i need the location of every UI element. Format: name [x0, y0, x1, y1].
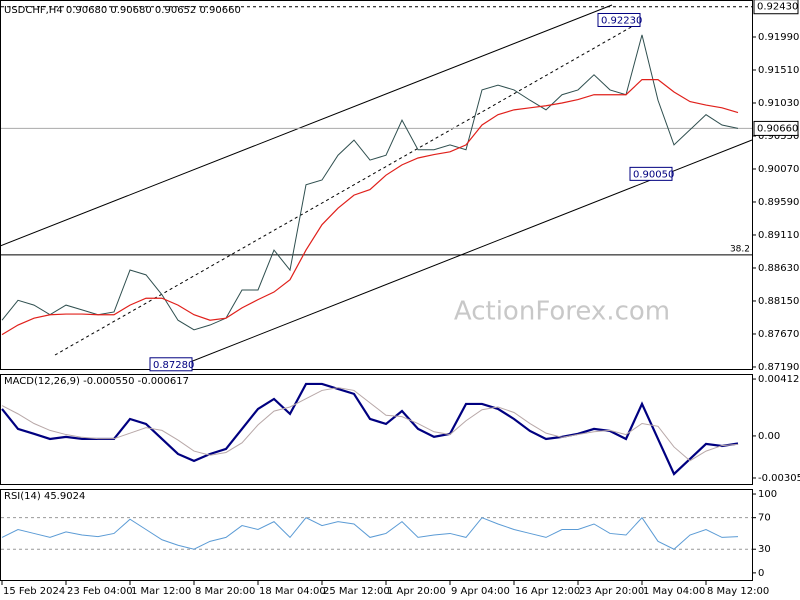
series-line: [1, 382, 739, 476]
y-tick-label: 0.87190: [758, 362, 799, 373]
series-line: [1, 79, 739, 336]
y-tick-label: 0.91030: [758, 98, 799, 109]
series-line: [1, 516, 739, 550]
y-tick-label: 0.89590: [758, 197, 799, 208]
x-tick-label: 15 Feb 2024: [3, 586, 65, 597]
y-tick-label: 0.004127: [758, 374, 800, 385]
y-tick-label: 0.91990: [758, 32, 799, 43]
watermark: ActionForex.com: [454, 297, 670, 327]
y-tick-label: 0.88630: [758, 263, 799, 274]
x-tick-label: 9 Apr 04:00: [451, 586, 510, 597]
channel-upper: [0, 4, 613, 247]
x-tick-label: 8 May 12:00: [707, 586, 769, 597]
price-box: [753, 0, 799, 15]
annotation-box: [629, 166, 673, 181]
channel-middle: [54, 21, 641, 356]
x-tick-label: 23 Apr 20:00: [579, 586, 644, 597]
y-tick-label: 0.91510: [758, 65, 799, 76]
annotation-box: [597, 12, 641, 27]
y-tick-label: 0.88150: [758, 296, 799, 307]
price-box: [753, 120, 799, 136]
x-tick-label: 1 Apr 20:00: [387, 586, 446, 597]
macd-panel: [0, 374, 753, 485]
series-line: [1, 34, 739, 331]
chart-title: USDCHF,H4 0.90680 0.90680 0.90652 0.9066…: [4, 5, 241, 16]
y-tick-label: 0.90550: [758, 131, 799, 142]
y-tick-label: 0: [758, 568, 764, 579]
price-label: 0.92430: [757, 2, 798, 13]
macd-title: MACD(12,26,9) -0.000550 -0.000617: [4, 376, 189, 387]
y-tick-label: 30: [758, 544, 771, 555]
x-tick-label: 8 Mar 20:00: [195, 586, 255, 597]
x-tick-label: 18 Mar 04:00: [259, 586, 326, 597]
annotation-label: 0.87280: [153, 360, 194, 371]
annotation-box: [149, 357, 193, 372]
y-tick-label: 70: [758, 513, 771, 524]
price-label: 0.90660: [757, 123, 798, 134]
y-tick-label: 0.00: [758, 431, 780, 442]
annotation-label: 0.90050: [633, 169, 674, 180]
x-tick-label: 23 Feb 04:00: [67, 586, 133, 597]
x-tick-label: 16 Apr 12:00: [515, 586, 580, 597]
y-tick-label: 100: [758, 489, 777, 500]
x-tick-label: 1 May 04:00: [643, 586, 705, 597]
rsi-panel: [0, 489, 753, 581]
x-tick-label: 1 Mar 12:00: [131, 586, 191, 597]
annotation-label: 0.92230: [601, 15, 642, 26]
y-tick-label: 0.90070: [758, 164, 799, 175]
x-tick-label: 25 Mar 12:00: [323, 586, 390, 597]
y-tick-label: 0.89110: [758, 230, 799, 241]
y-tick-label: 0.87670: [758, 329, 799, 340]
rsi-title: RSI(14) 45.9024: [4, 491, 85, 502]
fib-label: 38.2: [730, 244, 750, 254]
series-line: [1, 387, 739, 462]
price-panel: [0, 0, 753, 370]
